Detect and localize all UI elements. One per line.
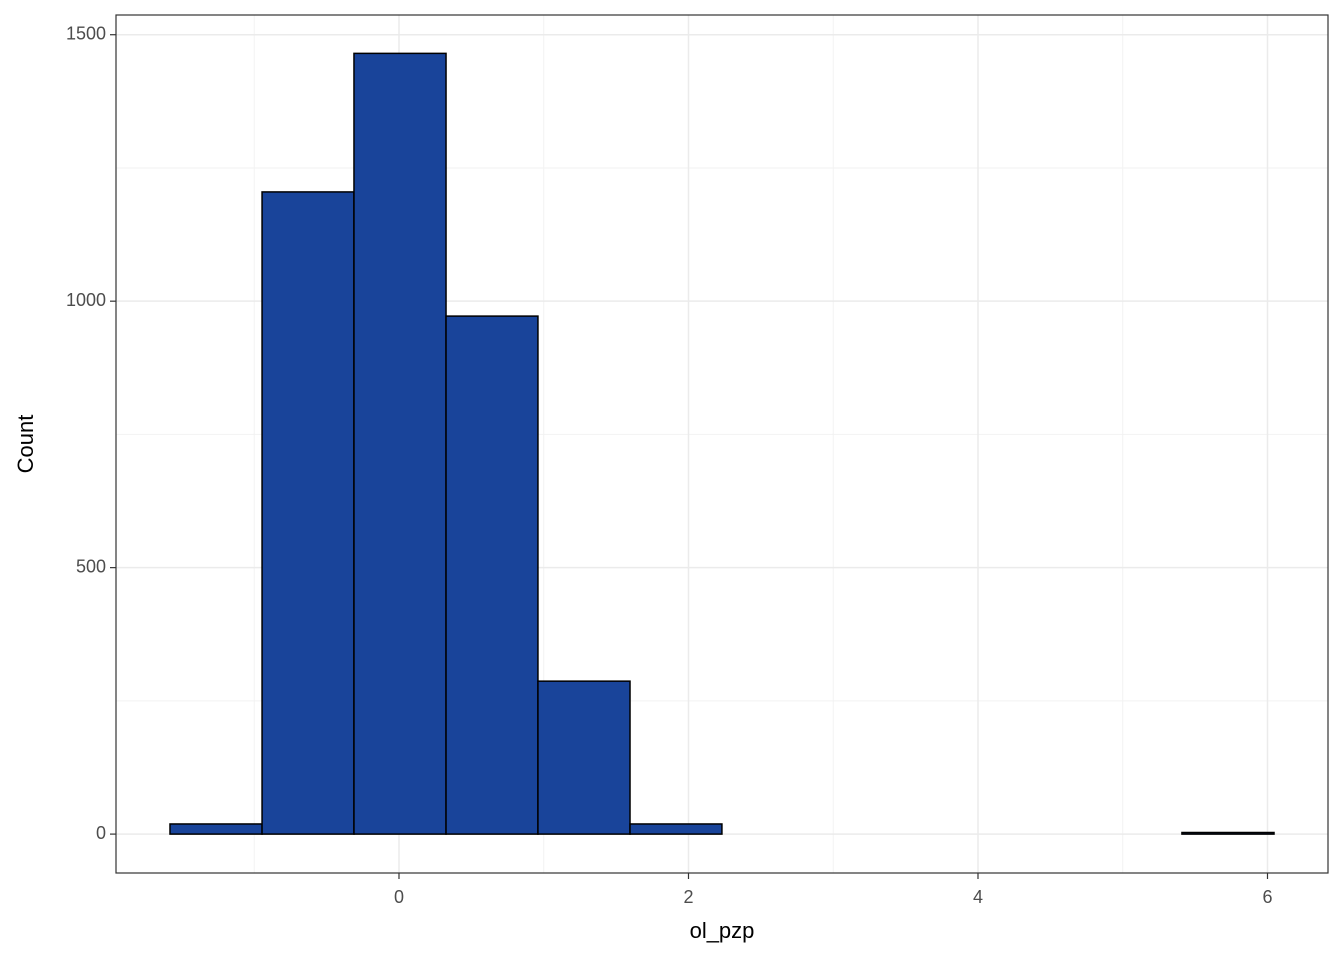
y-tick-label: 0 [96, 823, 106, 843]
x-tick-label: 4 [973, 887, 983, 907]
x-tick-label: 0 [394, 887, 404, 907]
bars [169, 52, 1275, 835]
bar [537, 680, 631, 835]
x-tick-label: 6 [1262, 887, 1272, 907]
bar [445, 315, 539, 835]
panel-border [115, 14, 1329, 874]
x-tick-label: 2 [683, 887, 693, 907]
y-axis-title: Count [13, 415, 38, 474]
bar [629, 823, 723, 835]
bar [169, 823, 263, 835]
y-tick-label: 1500 [66, 23, 106, 43]
y-tick-label: 1000 [66, 290, 106, 310]
bar [261, 191, 355, 835]
y-tick-label: 500 [76, 556, 106, 576]
axes: 0 500 1000 1500 0 2 4 6 [66, 23, 1273, 906]
x-axis-title: ol_pzp [690, 918, 755, 943]
bar [1181, 831, 1275, 835]
bar [353, 52, 447, 835]
